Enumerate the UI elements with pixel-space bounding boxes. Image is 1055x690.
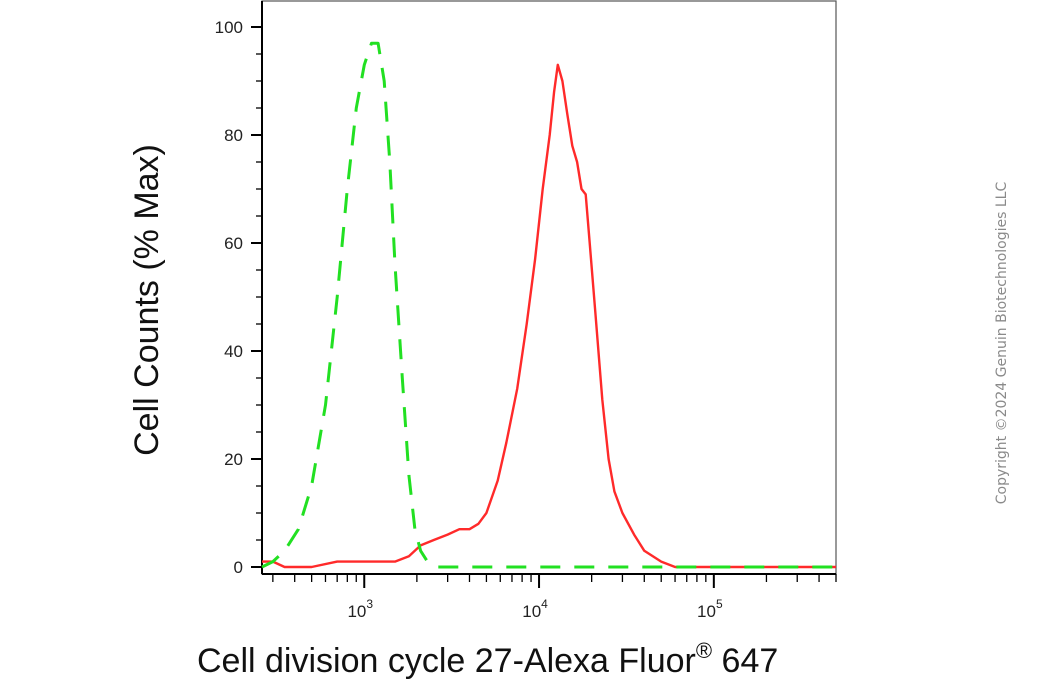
- y-axis-ticks: 0 20 40 60 80 100: [215, 18, 262, 577]
- x-tick-label-exponent: 4: [541, 597, 548, 611]
- x-tick-label-exponent: 3: [366, 597, 373, 611]
- x-tick-label-base: 10: [347, 602, 366, 621]
- y-tick-label: 20: [224, 450, 243, 469]
- x-axis-title-main: Cell division cycle 27-Alexa Fluor: [197, 642, 696, 680]
- series-layer: [261, 41, 836, 569]
- y-tick-label: 40: [224, 342, 243, 361]
- sample-curve: [262, 63, 836, 569]
- x-axis-title: Cell division cycle 27-Alexa Fluor® 647: [197, 638, 778, 680]
- y-tick-label: 80: [224, 126, 243, 145]
- x-tick-label: 105: [697, 597, 723, 621]
- x-axis-title-registered: ®: [696, 638, 712, 663]
- y-tick-label: 60: [224, 234, 243, 253]
- isotype-control-curve: [261, 41, 836, 569]
- x-tick-label: 103: [347, 597, 373, 621]
- y-tick-label: 100: [215, 18, 243, 37]
- copyright-text: Copyright ©2024 Genuin Biotechnologies L…: [994, 182, 1010, 505]
- x-tick-label-base: 10: [522, 602, 541, 621]
- y-tick-label: 0: [234, 558, 243, 577]
- x-tick-label-base: 10: [697, 602, 716, 621]
- plot-frame: [261, 0, 837, 575]
- x-tick-label-exponent: 5: [716, 597, 723, 611]
- x-axis-ticks: 103 104 105: [272, 574, 837, 621]
- x-tick-label: 104: [522, 597, 548, 621]
- x-axis-title-tail: 647: [712, 642, 778, 680]
- y-axis-title: Cell Counts (% Max): [128, 144, 166, 456]
